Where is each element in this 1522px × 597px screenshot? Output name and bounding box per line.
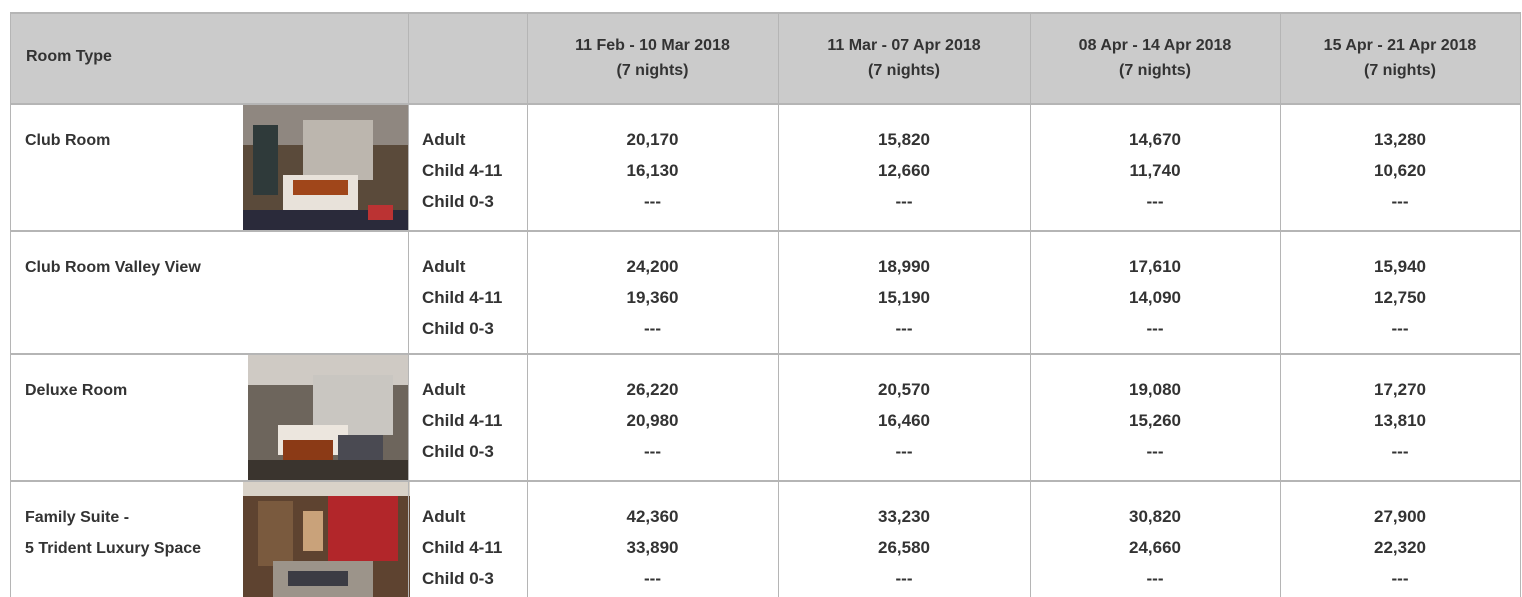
guest-type: Adult xyxy=(422,257,465,277)
period-dates: 11 Mar - 07 Apr 2018 xyxy=(827,37,980,55)
price: 12,750 xyxy=(1374,288,1426,308)
price: 17,610 xyxy=(1129,257,1181,277)
price: 20,170 xyxy=(627,130,679,150)
price: 14,670 xyxy=(1129,130,1181,150)
room-name: Club Room Valley View xyxy=(25,259,201,277)
price: 16,460 xyxy=(878,411,930,431)
column-border xyxy=(1280,12,1281,597)
room-name: Club Room xyxy=(25,132,110,150)
period-nights: (7 nights) xyxy=(868,62,940,80)
price: 33,890 xyxy=(627,538,679,558)
price-table: Room Type 11 Feb - 10 Mar 2018 (7 nights) 1… xyxy=(0,0,1522,597)
price: 26,220 xyxy=(627,380,679,400)
room-name: Deluxe Room xyxy=(25,382,127,400)
guest-type: Child 4-11 xyxy=(422,288,502,308)
guest-type: Adult xyxy=(422,380,465,400)
price: --- xyxy=(896,442,913,462)
price: --- xyxy=(896,192,913,212)
price: 17,270 xyxy=(1374,380,1426,400)
column-border xyxy=(527,12,528,597)
price: 19,360 xyxy=(627,288,679,308)
price: --- xyxy=(1392,569,1409,589)
period-dates: 11 Feb - 10 Mar 2018 xyxy=(575,37,730,55)
room-photo xyxy=(243,105,408,232)
guest-type: Child 4-11 xyxy=(422,161,502,181)
price: --- xyxy=(644,442,661,462)
price: 18,990 xyxy=(878,257,930,277)
price: 42,360 xyxy=(627,507,679,527)
guest-type: Child 0-3 xyxy=(422,192,494,212)
price: 33,230 xyxy=(878,507,930,527)
price: 26,580 xyxy=(878,538,930,558)
price: --- xyxy=(1147,569,1164,589)
row-border xyxy=(10,230,1520,232)
column-border xyxy=(778,12,779,597)
price: --- xyxy=(1147,319,1164,339)
guest-type: Child 4-11 xyxy=(422,538,502,558)
price: 15,260 xyxy=(1129,411,1181,431)
price: --- xyxy=(896,319,913,339)
column-border xyxy=(408,12,409,597)
guest-type: Child 0-3 xyxy=(422,569,494,589)
price: --- xyxy=(644,569,661,589)
header-background xyxy=(10,12,1520,103)
column-border xyxy=(1030,12,1031,597)
price: 16,130 xyxy=(627,161,679,181)
row-border xyxy=(10,103,1520,105)
price: 24,660 xyxy=(1129,538,1181,558)
room-name: 5 Trident Luxury Space xyxy=(25,540,201,558)
period-nights: (7 nights) xyxy=(1119,62,1191,80)
period-nights: (7 nights) xyxy=(1364,62,1436,80)
price: 15,190 xyxy=(878,288,930,308)
price: 19,080 xyxy=(1129,380,1181,400)
column-border xyxy=(10,12,11,597)
price: 27,900 xyxy=(1374,507,1426,527)
price: --- xyxy=(1392,192,1409,212)
price: 12,660 xyxy=(878,161,930,181)
price: 30,820 xyxy=(1129,507,1181,527)
price: 13,280 xyxy=(1374,130,1426,150)
room-photo xyxy=(248,355,408,480)
guest-type: Child 0-3 xyxy=(422,319,494,339)
price: 13,810 xyxy=(1374,411,1426,431)
row-border xyxy=(10,12,1520,14)
guest-type: Child 0-3 xyxy=(422,442,494,462)
period-dates: 08 Apr - 14 Apr 2018 xyxy=(1079,37,1232,55)
price: --- xyxy=(644,319,661,339)
price: 24,200 xyxy=(627,257,679,277)
price: --- xyxy=(1147,192,1164,212)
guest-type: Adult xyxy=(422,130,465,150)
period-nights: (7 nights) xyxy=(617,62,689,80)
row-border xyxy=(10,353,1520,355)
price: 14,090 xyxy=(1129,288,1181,308)
price: --- xyxy=(1392,442,1409,462)
header-cell: Room Type xyxy=(26,48,112,66)
guest-type: Adult xyxy=(422,507,465,527)
price: --- xyxy=(1147,442,1164,462)
price: 15,820 xyxy=(878,130,930,150)
guest-type: Child 4-11 xyxy=(422,411,502,431)
row-border xyxy=(10,480,1520,482)
price: --- xyxy=(896,569,913,589)
price: 20,570 xyxy=(878,380,930,400)
room-photo xyxy=(243,481,410,597)
period-dates: 15 Apr - 21 Apr 2018 xyxy=(1324,37,1477,55)
price: 11,740 xyxy=(1129,161,1180,181)
column-border xyxy=(1520,12,1521,597)
price: --- xyxy=(1392,319,1409,339)
price: 10,620 xyxy=(1374,161,1426,181)
price: --- xyxy=(644,192,661,212)
room-name: Family Suite - xyxy=(25,509,129,527)
price: 22,320 xyxy=(1374,538,1426,558)
price: 20,980 xyxy=(627,411,679,431)
price: 15,940 xyxy=(1374,257,1426,277)
